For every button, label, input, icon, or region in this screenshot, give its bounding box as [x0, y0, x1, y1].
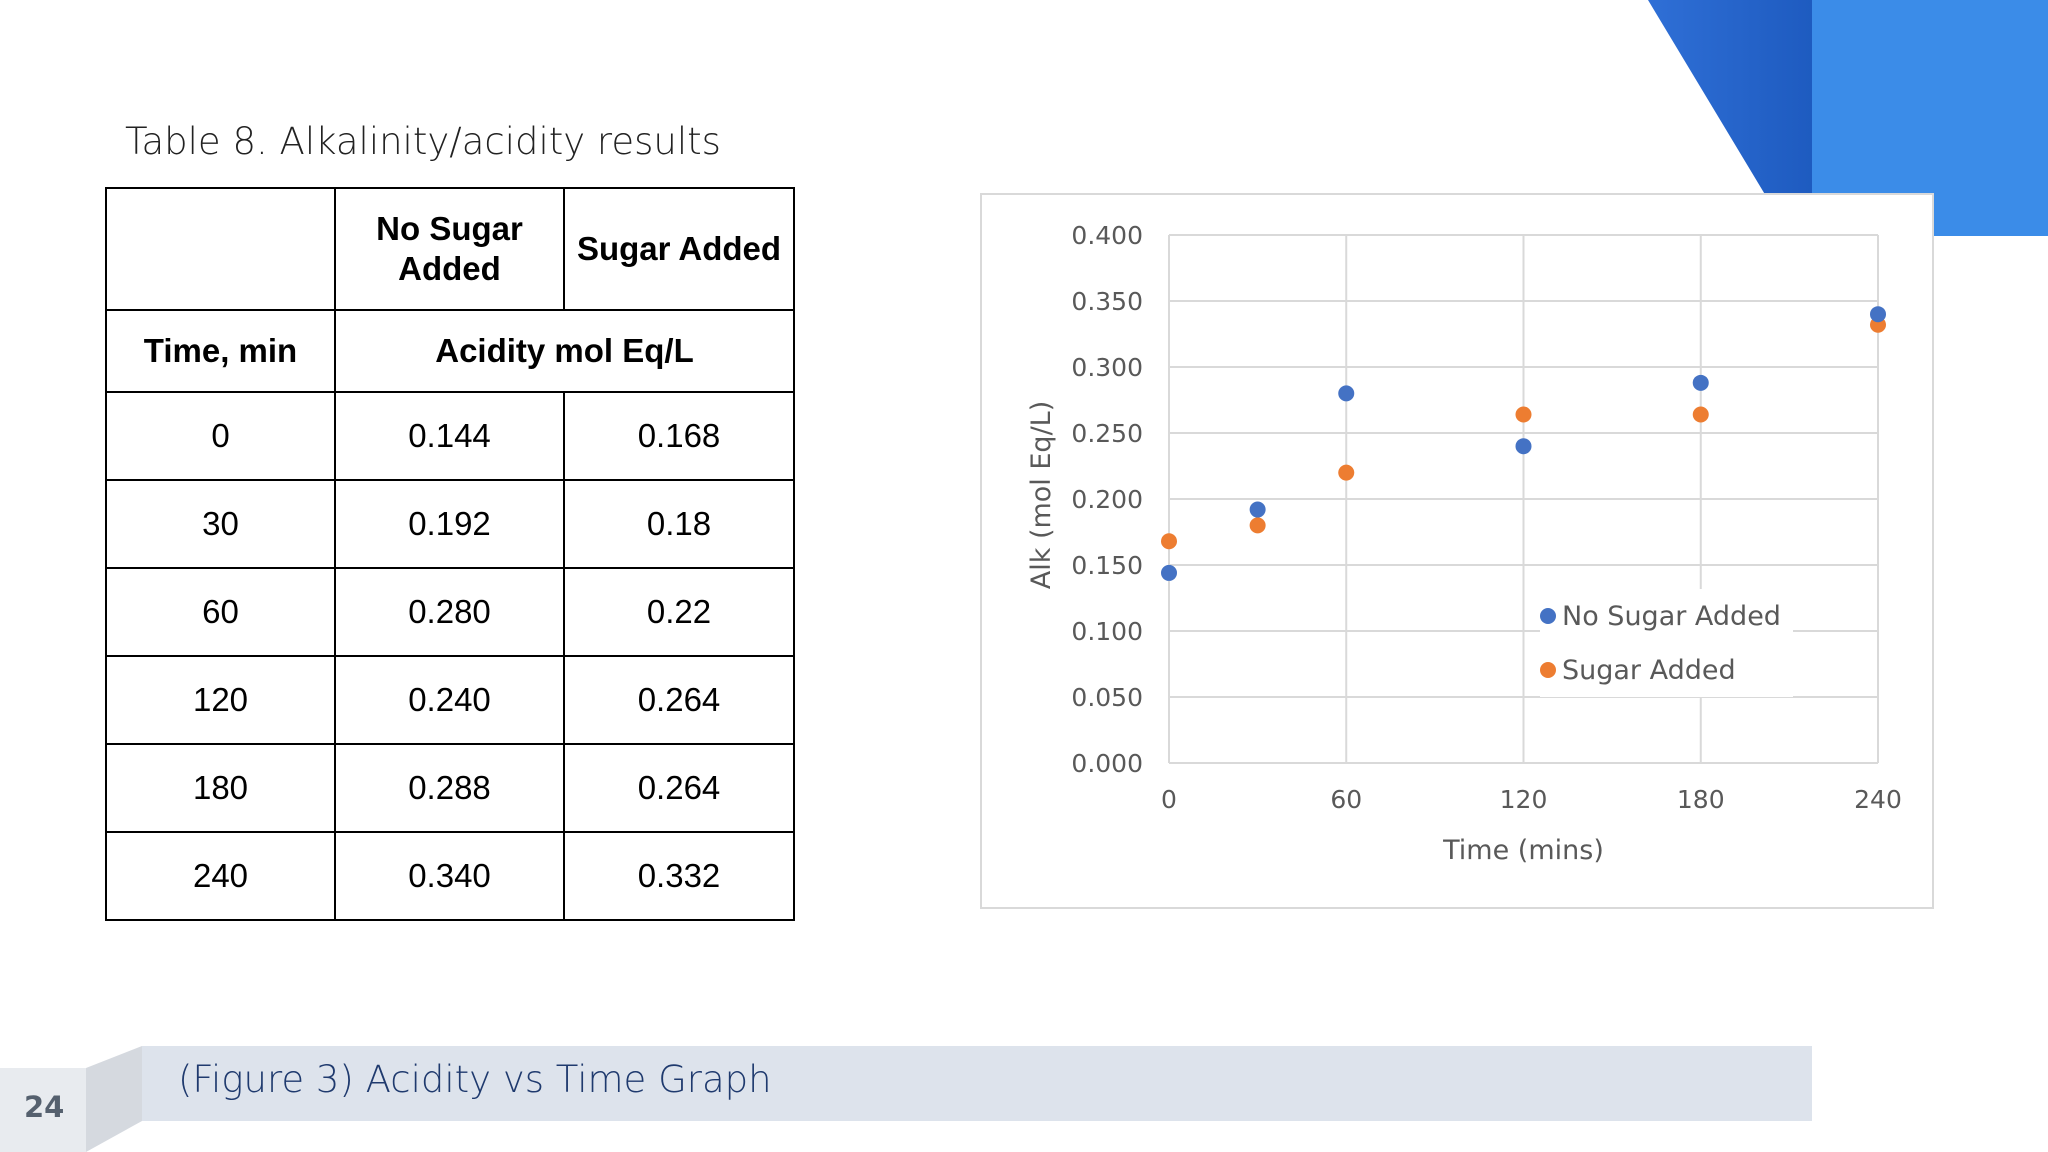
- data-point-no-sugar: [1249, 501, 1266, 518]
- table-header-row: No Sugar Added Sugar Added: [105, 187, 795, 311]
- y-tick-label: 0.150: [1071, 551, 1143, 580]
- cell-no-sugar: 0.288: [334, 743, 565, 833]
- cell-time: 180: [105, 743, 336, 833]
- cell-no-sugar: 0.144: [334, 391, 565, 481]
- data-point-no-sugar: [1692, 374, 1709, 391]
- results-table: No Sugar Added Sugar Added Time, min Aci…: [105, 187, 795, 921]
- cell-no-sugar: 0.240: [334, 655, 565, 745]
- cell-time: 30: [105, 479, 336, 569]
- subheader-time: Time, min: [105, 309, 336, 393]
- data-point-no-sugar: [1338, 385, 1355, 402]
- legend-label-no-sugar: No Sugar Added: [1562, 600, 1781, 632]
- cell-time: 240: [105, 831, 336, 921]
- cell-sugar: 0.168: [563, 391, 795, 481]
- cell-sugar: 0.264: [563, 743, 795, 833]
- chart-container: 0.000 0.050 0.100 0.150 0.200 0.250 0.300 0.350…: [980, 193, 1934, 909]
- y-tick-label: 0.250: [1071, 419, 1143, 448]
- cell-time: 120: [105, 655, 336, 745]
- table-row: 60 0.280 0.22: [105, 567, 795, 657]
- figure-caption: (Figure 3) Acidity vs Time Graph: [178, 1058, 772, 1101]
- x-tick-label: 240: [1854, 785, 1902, 814]
- chart-legend: No Sugar Added Sugar Added: [1540, 589, 1793, 697]
- x-tick-label: 180: [1677, 785, 1725, 814]
- header-no-sugar: No Sugar Added: [334, 187, 565, 311]
- table-subheader-row: Time, min Acidity mol Eq/L: [105, 309, 795, 393]
- subheader-acidity: Acidity mol Eq/L: [334, 309, 795, 393]
- footer-wedge-decoration: [86, 1046, 142, 1152]
- cell-sugar: 0.264: [563, 655, 795, 745]
- cell-no-sugar: 0.280: [334, 567, 565, 657]
- scatter-chart: 0.000 0.050 0.100 0.150 0.200 0.250 0.300 0.350…: [1026, 221, 1902, 866]
- data-point-no-sugar: [1515, 438, 1532, 455]
- header-blank-cell: [105, 187, 336, 311]
- table-row: 120 0.240 0.264: [105, 655, 795, 745]
- x-tick-label: 120: [1500, 785, 1548, 814]
- data-point-no-sugar: [1870, 306, 1886, 323]
- data-point-sugar: [1249, 517, 1266, 534]
- data-point-sugar: [1692, 406, 1709, 423]
- y-axis-label: Alk (mol Eq/L): [1026, 401, 1057, 590]
- cell-sugar: 0.18: [563, 479, 795, 569]
- x-tick-label: 60: [1330, 785, 1362, 814]
- cell-time: 60: [105, 567, 336, 657]
- data-point-sugar: [1161, 533, 1177, 550]
- data-point-sugar: [1338, 464, 1355, 481]
- table-caption: Table 8. Alkalinity/acidity results: [125, 120, 721, 163]
- data-point-no-sugar: [1161, 564, 1177, 581]
- footer-band: [142, 1046, 1812, 1121]
- cell-no-sugar: 0.192: [334, 479, 565, 569]
- y-tick-label: 0.350: [1071, 287, 1143, 316]
- legend-item: Sugar Added: [1540, 643, 1793, 697]
- y-tick-label: 0.400: [1071, 221, 1143, 250]
- legend-marker-sugar: [1540, 662, 1556, 678]
- y-tick-label: 0.200: [1071, 485, 1143, 514]
- page-number: 24: [24, 1090, 65, 1124]
- cell-sugar: 0.22: [563, 567, 795, 657]
- legend-item: No Sugar Added: [1540, 589, 1793, 643]
- data-point-sugar: [1515, 406, 1532, 423]
- table-row: 30 0.192 0.18: [105, 479, 795, 569]
- table-row: 240 0.340 0.332: [105, 831, 795, 921]
- y-tick-label: 0.100: [1071, 617, 1143, 646]
- y-tick-label: 0.000: [1071, 749, 1143, 778]
- y-tick-label: 0.300: [1071, 353, 1143, 382]
- table-row: 0 0.144 0.168: [105, 391, 795, 481]
- header-sugar: Sugar Added: [563, 187, 795, 311]
- x-axis-label: Time (mins): [1442, 835, 1604, 866]
- cell-time: 0: [105, 391, 336, 481]
- legend-label-sugar: Sugar Added: [1562, 654, 1736, 686]
- x-tick-label: 0: [1161, 785, 1177, 814]
- cell-sugar: 0.332: [563, 831, 795, 921]
- y-tick-label: 0.050: [1071, 683, 1143, 712]
- table-row: 180 0.288 0.264: [105, 743, 795, 833]
- cell-no-sugar: 0.340: [334, 831, 565, 921]
- legend-marker-no-sugar: [1540, 608, 1556, 624]
